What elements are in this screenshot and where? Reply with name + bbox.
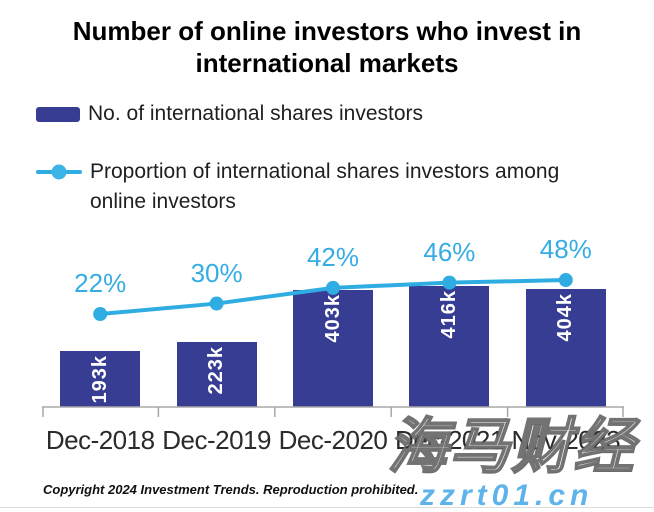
line-marker-dot bbox=[209, 296, 224, 311]
legend-item-line: Proportion of international shares inves… bbox=[36, 157, 654, 217]
x-axis-label: Dec-2018 bbox=[45, 425, 155, 455]
watermark-site: zzrt01.cn bbox=[420, 479, 594, 512]
bar-Dec-2019: 223k bbox=[176, 342, 257, 407]
bar-Dec-2018: 193k bbox=[60, 351, 141, 407]
line-marker-dot bbox=[93, 307, 108, 322]
watermark-cn: 海马财经 bbox=[383, 412, 650, 481]
bar-series-swatch-icon bbox=[36, 106, 80, 122]
x-axis-labels: Dec-2018 Dec-2019 Dec-2020 Dec-2021 Nov-2023 bbox=[42, 425, 624, 456]
bottom-border bbox=[0, 507, 654, 508]
chart-title: Number of online investors who invest in… bbox=[0, 0, 654, 79]
chart-title-line2: international markets bbox=[195, 48, 459, 78]
copyright-text: Copyright 2024 Investment Trends. Reprod… bbox=[43, 482, 419, 497]
x-axis-label: Nov-2023 bbox=[511, 425, 621, 455]
percent-label: 42% bbox=[306, 241, 360, 272]
x-axis-label: Dec-2020 bbox=[278, 425, 388, 455]
percent-label: 30% bbox=[190, 257, 243, 288]
bar-Dec-2020: 403k bbox=[293, 290, 373, 407]
line-series-marker-icon bbox=[36, 164, 82, 180]
line-marker-dot bbox=[326, 280, 340, 295]
legend-item-bars: No. of international shares investors bbox=[36, 99, 654, 129]
legend-label-bars: No. of international shares investors bbox=[88, 102, 424, 125]
percent-label: 46% bbox=[423, 236, 476, 267]
plot-area: 193k 223k 403k 416k 404k 22% 30% 42% 46% 48% bbox=[42, 230, 624, 422]
line-series-dot-icon bbox=[51, 164, 67, 180]
percent-label: 22% bbox=[74, 268, 127, 299]
x-axis-label: Dec-2021 bbox=[395, 425, 504, 455]
bar-Dec-2021: 416k bbox=[409, 286, 490, 407]
legend-label-line: Proportion of international shares inves… bbox=[90, 160, 560, 213]
chart-title-line1: Number of online investors who invest in bbox=[72, 16, 582, 46]
legend: No. of international shares investors Pr… bbox=[36, 99, 654, 217]
bar-Nov-2023: 404k bbox=[525, 289, 606, 407]
line-marker-dot bbox=[558, 273, 573, 288]
line-and-axis-svg bbox=[42, 273, 624, 417]
percent-label: 48% bbox=[539, 234, 592, 265]
line-marker-dot bbox=[442, 275, 457, 290]
x-axis-label: Dec-2019 bbox=[162, 425, 271, 455]
